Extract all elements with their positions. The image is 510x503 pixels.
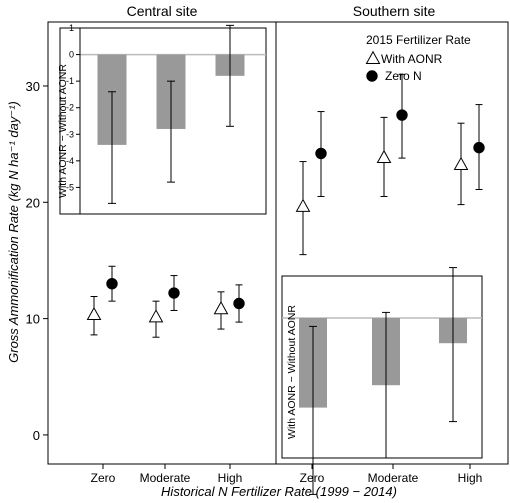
data-point-with-aonr xyxy=(295,198,311,212)
plot-border xyxy=(47,21,509,465)
data-point-with-aonr xyxy=(213,301,229,315)
x-tick-label: Moderate xyxy=(140,471,191,485)
inset-y-tick-label: -2 xyxy=(66,103,74,113)
x-tick-label: Moderate xyxy=(368,471,419,485)
plot-frame xyxy=(47,21,509,465)
inset-y-tick-label: -4 xyxy=(66,156,74,166)
y-tick-label: 0 xyxy=(33,428,40,443)
y-tick-label: 30 xyxy=(26,79,40,94)
data-point-with-aonr xyxy=(148,309,164,323)
data-point-zero-n xyxy=(233,297,245,310)
panel-title-southern: Southern site xyxy=(353,3,436,19)
data-point-zero-n xyxy=(315,147,327,160)
data-point-with-aonr xyxy=(376,149,392,164)
legend-marker-with-aonr xyxy=(365,50,381,64)
x-tick-label: Zero xyxy=(300,471,325,485)
inset-y-axis-label: With AONR − Without AONR xyxy=(57,64,69,198)
data-point-zero-n xyxy=(473,141,485,154)
y-axis-ticks: 0 10 20 30 xyxy=(26,79,48,443)
data-point-zero-n xyxy=(106,278,118,290)
data-point-with-aonr xyxy=(453,156,469,171)
y-tick-label: 10 xyxy=(26,312,40,327)
panel-title-central: Central site xyxy=(127,3,198,19)
legend: 2015 Fertilizer Rate With AONR Zero N xyxy=(365,33,471,83)
inset-y-tick-label: -5 xyxy=(66,182,74,192)
x-tick-label: High xyxy=(218,471,243,485)
inset-y-tick-label: 0 xyxy=(69,50,74,60)
x-tick-label: High xyxy=(458,471,483,485)
inset-y-tick-label: -3 xyxy=(66,129,74,139)
legend-title: 2015 Fertilizer Rate xyxy=(366,33,471,47)
x-axis-label: Historical N Fertilizer Rate (1999 − 201… xyxy=(161,484,397,499)
legend-marker-zero-n xyxy=(366,70,378,82)
data-point-zero-n xyxy=(168,287,180,299)
legend-label-with-aonr: With AONR xyxy=(381,52,443,66)
x-axis-ticks: Zero Moderate High Zero Moderate High xyxy=(91,464,483,485)
legend-label-zero-n: Zero N xyxy=(385,69,422,83)
inset-y-tick-label: -1 xyxy=(66,76,74,86)
inset-y-axis-label: With AONR − Without AONR xyxy=(286,305,298,439)
y-axis-label: Gross Ammonification Rate (kg N ha⁻¹ day… xyxy=(6,101,21,363)
data-point-zero-n xyxy=(396,109,408,121)
main-data-points xyxy=(86,73,485,338)
y-tick-label: 20 xyxy=(26,195,40,210)
data-point-with-aonr xyxy=(86,306,102,321)
inset-southern: With AONR − Without AONR xyxy=(281,267,483,495)
x-tick-label: Zero xyxy=(91,471,116,485)
inset-y-tick-label: 1 xyxy=(69,23,74,33)
inset-central: With AONR − Without AONR 1 0 -1 -2 -3 -4 -5 xyxy=(57,23,267,215)
